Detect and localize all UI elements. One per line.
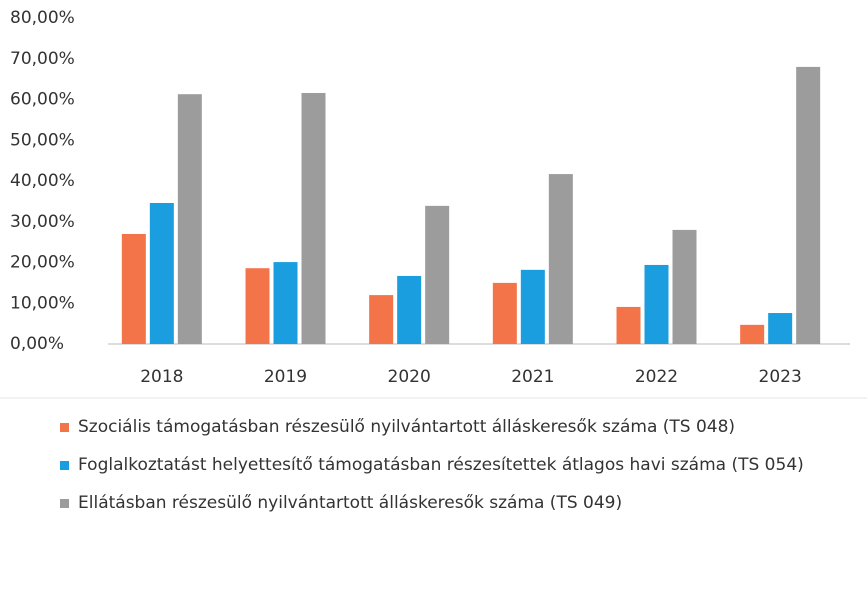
x-tick-label: 2020 [388,367,431,387]
legend-item: Foglalkoztatást helyettesítő támogatásba… [60,450,850,480]
legend-swatch [60,461,69,470]
bar [520,269,545,344]
chart: 0,00% 10,00% 20,00% 30,00% 40,00% 50,00% 60,00… [0,8,867,399]
y-tick-label: 70,00% [10,49,75,69]
bar [740,324,765,344]
legend-label: Foglalkoztatást helyettesítő támogatásba… [78,455,804,475]
x-tick-label: 2022 [635,367,678,387]
bar [425,205,450,344]
x-tick-label: 2019 [264,367,307,387]
bar [548,174,573,344]
y-tick-label: 40,00% [10,171,75,191]
y-tick-label: 10,00% [10,293,75,313]
bar [121,233,146,344]
legend-swatch [60,499,69,508]
bar [492,282,517,344]
bar [644,264,669,344]
legend-label: Szociális támogatásban részesülő nyilván… [78,417,736,437]
legend-label: Ellátásban részesülő nyilvántartott állá… [78,493,623,513]
bar [301,92,326,344]
bar [768,313,793,344]
legend: Szociális támogatásban részesülő nyilván… [60,412,850,526]
bar [796,66,821,345]
x-tick-label: 2018 [140,367,183,387]
bar [672,229,697,344]
y-tick-label: 20,00% [10,253,75,273]
x-tick-label: 2021 [511,367,554,387]
bar [369,295,394,344]
bar [177,94,202,344]
bar [149,203,174,344]
y-tick-label: 60,00% [10,90,75,110]
x-tick-label: 2023 [759,367,802,387]
bar [397,275,422,344]
y-tick-label: 80,00% [10,8,75,28]
bar [273,262,298,344]
legend-swatch [60,423,69,432]
bar [245,268,270,344]
bar [616,306,641,344]
legend-item: Ellátásban részesülő nyilvántartott állá… [60,488,850,518]
y-tick-label: 50,00% [10,130,75,150]
y-tick-label: 0,00% [10,334,64,354]
legend-item: Szociális támogatásban részesülő nyilván… [60,412,850,442]
y-tick-label: 30,00% [10,212,75,232]
